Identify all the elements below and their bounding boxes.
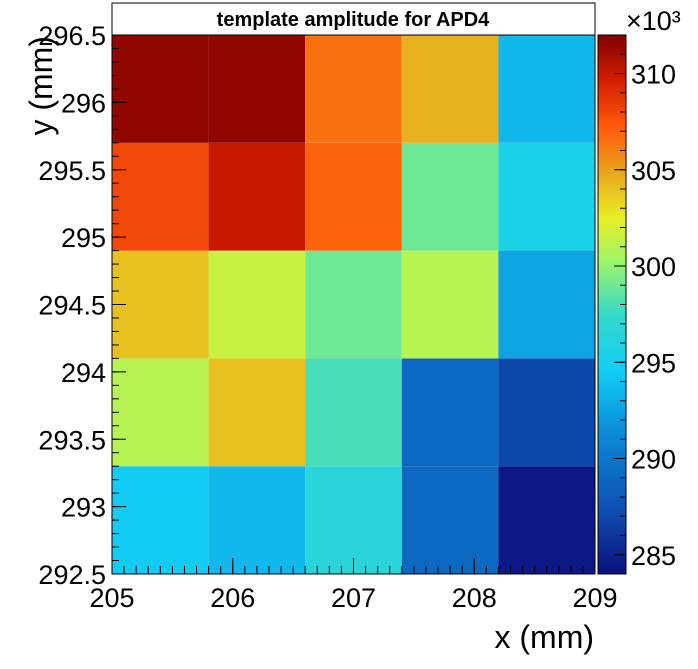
- heatmap-cell: [112, 142, 209, 251]
- x-tick-label: 209: [572, 583, 617, 613]
- x-tick-label: 208: [452, 583, 497, 613]
- heatmap-cell: [498, 250, 595, 359]
- y-tick-label: 295: [61, 223, 106, 253]
- colorbar-tick-label: 285: [631, 541, 676, 571]
- y-tick-label: 295.5: [38, 156, 106, 186]
- heatmap-cell: [112, 358, 209, 467]
- heatmap-cell: [401, 358, 499, 467]
- heatmap-cell: [401, 142, 499, 251]
- y-tick-label: 294: [61, 358, 106, 388]
- heatmap-cell: [305, 466, 402, 574]
- heatmap-cell: [208, 142, 306, 251]
- title-box: [111, 2, 596, 36]
- heatmap-cell: [498, 142, 595, 251]
- colorbar-tick-label: 300: [631, 252, 676, 282]
- x-axis-title: x (mm): [494, 619, 594, 655]
- heatmap-cell: [305, 35, 402, 143]
- heatmap-cell: [305, 358, 402, 467]
- colorbar-ticks: 285 290 295 300 305 310: [614, 34, 676, 575]
- heatmap-cell: [112, 35, 209, 143]
- colorbar-tick-label: 310: [631, 60, 676, 90]
- heatmap-cell: [208, 466, 306, 574]
- colorbar-tick-label: 305: [631, 156, 676, 186]
- y-tick-label: 294.5: [38, 291, 106, 321]
- heatmap-cell: [112, 250, 209, 359]
- y-tick-label: 292.5: [38, 560, 106, 590]
- heatmap-cell: [208, 35, 306, 143]
- y-tick-label: 293: [61, 493, 106, 523]
- heatmap-cell: [498, 35, 595, 143]
- heatmap-cells: [112, 35, 595, 574]
- colorbar-multiplier: ×10³: [626, 6, 681, 36]
- y-tick-label: 296: [61, 88, 106, 118]
- heatmap-cell: [401, 35, 499, 143]
- colorbar-tick-label: 295: [631, 348, 676, 378]
- colorbar-tick-label: 290: [631, 445, 676, 475]
- heatmap-cell: [305, 142, 402, 251]
- heatmap-cell: [401, 250, 499, 359]
- heatmap-cell: [401, 466, 499, 574]
- x-tick-label: 205: [89, 583, 134, 613]
- y-axis-ticks: 292.5 293 293.5 294 294.5 295 295.5 296 296.5: [38, 21, 126, 590]
- y-tick-label: 293.5: [38, 425, 106, 455]
- heatmap-cell: [305, 250, 402, 359]
- x-tick-label: 206: [210, 583, 255, 613]
- chart-title: template amplitude for APD4: [217, 9, 491, 31]
- heatmap-cell: [208, 358, 306, 467]
- heatmap-cell: [112, 466, 209, 574]
- y-axis-title: y (mm): [23, 36, 59, 136]
- heatmap-cell: [208, 250, 306, 359]
- heatmap-cell: [498, 358, 595, 467]
- x-axis-ticks: 205 206 207 208 209: [89, 558, 618, 613]
- heatmap-cell: [498, 466, 595, 574]
- y-tick-label: 296.5: [38, 21, 106, 51]
- x-tick-label: 207: [331, 583, 376, 613]
